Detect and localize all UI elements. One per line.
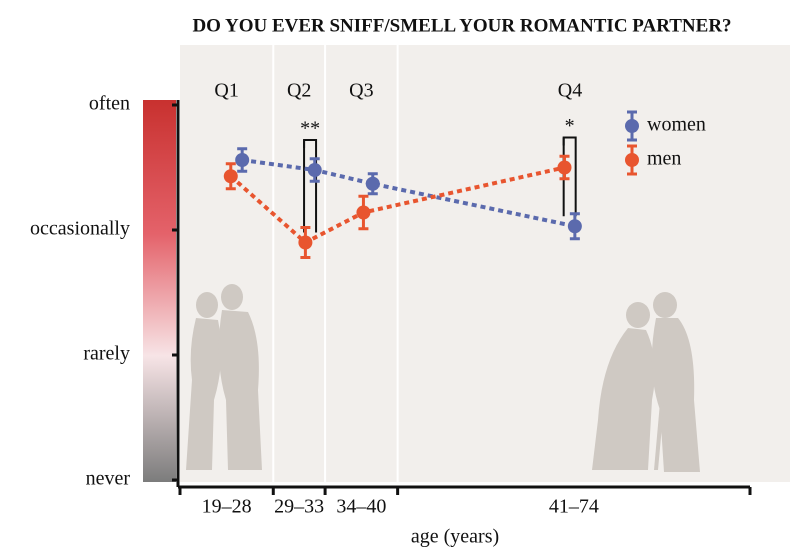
- age-group-label: 29–33: [274, 496, 324, 518]
- series-line: [241, 158, 576, 229]
- data-point: [557, 160, 572, 175]
- y-tick-label: rarely: [83, 343, 130, 365]
- data-point: [307, 163, 322, 177]
- y-tick-label: often: [89, 93, 130, 115]
- age-group-label: 34–40: [336, 496, 386, 518]
- age-group-label: 19–28: [202, 496, 252, 518]
- data-point: [365, 176, 380, 191]
- data-point: [223, 169, 238, 184]
- legend-marker: [625, 119, 639, 133]
- legend-marker: [625, 153, 639, 167]
- data-point: [298, 235, 313, 250]
- data-point: [567, 219, 582, 234]
- y-tick-label: never: [86, 468, 131, 490]
- series-line: [229, 165, 565, 245]
- chart-title: DO YOU EVER SNIFF/SMELL YOUR ROMANTIC PA…: [192, 15, 731, 36]
- significance-label: **: [300, 118, 320, 140]
- quartile-label: Q2: [287, 80, 311, 102]
- y-tick-label: occasionally: [30, 218, 130, 240]
- x-axis-label: age (years): [411, 526, 499, 548]
- plot-background: [180, 45, 790, 482]
- quartile-label: Q4: [558, 80, 582, 102]
- legend-label: men: [647, 148, 681, 170]
- data-point: [235, 153, 250, 167]
- legend-label: women: [647, 114, 706, 136]
- quartile-label: Q3: [349, 80, 373, 102]
- silhouette-old: [592, 292, 700, 472]
- significance-label: *: [565, 115, 575, 137]
- age-group-label: 41–74: [549, 496, 599, 518]
- quartile-label: Q1: [214, 80, 238, 102]
- data-point: [356, 205, 371, 220]
- silhouette-young: [186, 284, 262, 470]
- color-scale: [143, 100, 176, 482]
